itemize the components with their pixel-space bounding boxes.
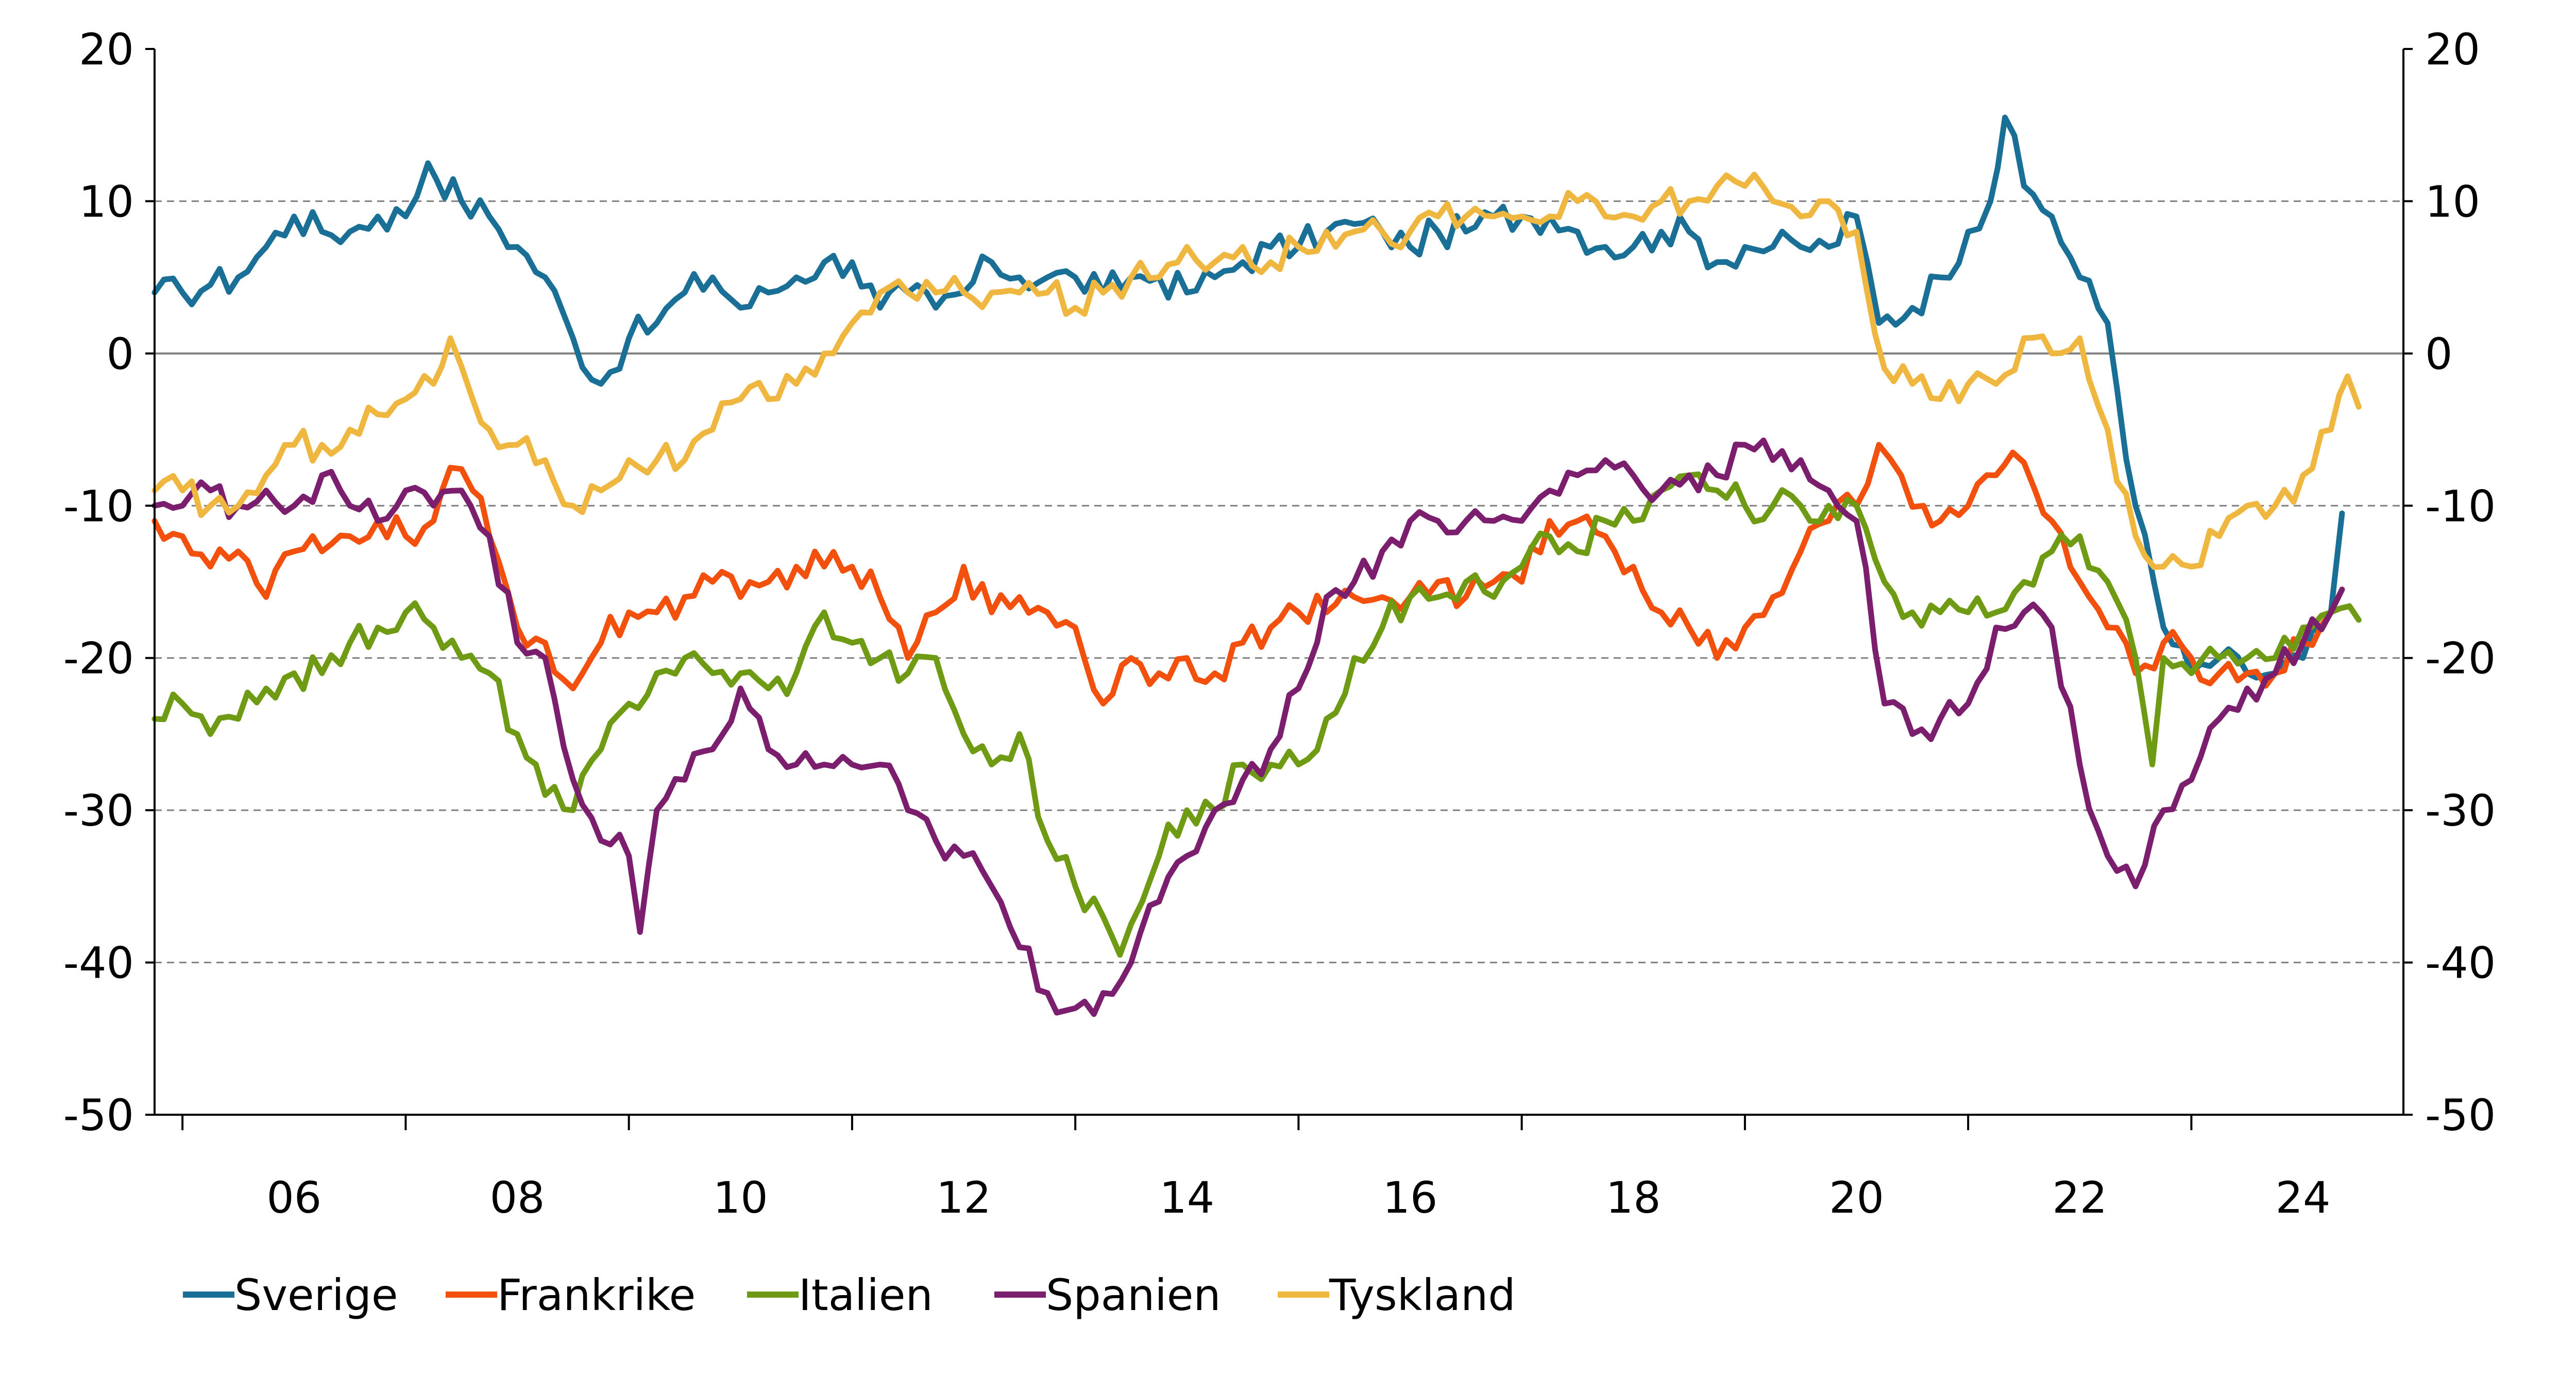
y-tick-label-right: -40 bbox=[2425, 938, 2496, 988]
y-tick-label-left: -20 bbox=[63, 633, 134, 684]
y-tick-label-right: -30 bbox=[2425, 785, 2496, 836]
y-tick-label-left: 0 bbox=[107, 329, 134, 379]
x-tick-label: 24 bbox=[2276, 1172, 2331, 1223]
legend: Sverige Frankrike Italien Spanien Tyskland bbox=[183, 1270, 1516, 1320]
x-tick-label: 12 bbox=[936, 1172, 991, 1223]
tick-labels: 20 20 10 10 0 0 -10 -10 -20 -20 -30 -30 -40 -40 -50 -50… bbox=[63, 24, 2496, 1223]
legend-label-tyskland: Tyskland bbox=[1329, 1270, 1516, 1320]
x-tick-label: 22 bbox=[2052, 1172, 2107, 1223]
y-tick-label-left: 10 bbox=[79, 176, 134, 227]
gridlines bbox=[155, 200, 2403, 964]
y-tick-label-left: -10 bbox=[63, 481, 134, 531]
series-line-italien bbox=[151, 471, 2362, 958]
y-tick-label-right: -20 bbox=[2425, 633, 2496, 684]
series-line-sverige bbox=[151, 114, 2345, 681]
legend-label-frankrike: Frankrike bbox=[497, 1270, 696, 1320]
series-lines bbox=[151, 114, 2362, 1017]
y-tick-label-right: -50 bbox=[2425, 1090, 2496, 1141]
x-tick-label: 18 bbox=[1606, 1172, 1661, 1223]
legend-label-italien: Italien bbox=[799, 1270, 933, 1320]
y-tick-label-right: 10 bbox=[2425, 176, 2480, 227]
axes bbox=[145, 48, 2413, 1130]
series-line-spanien bbox=[151, 438, 2345, 1017]
series-line-frankrike bbox=[151, 442, 2345, 707]
y-tick-label-right: -10 bbox=[2425, 481, 2496, 531]
x-tick-label: 20 bbox=[1829, 1172, 1884, 1223]
legend-label-spanien: Spanien bbox=[1046, 1270, 1221, 1320]
y-tick-label-right: 0 bbox=[2425, 329, 2452, 379]
y-tick-label-right: 20 bbox=[2425, 24, 2480, 75]
x-tick-label: 14 bbox=[1159, 1172, 1214, 1223]
x-tick-label: 06 bbox=[266, 1172, 321, 1223]
legend-label-sverige: Sverige bbox=[234, 1270, 398, 1320]
x-tick-label: 08 bbox=[490, 1172, 545, 1223]
y-tick-label-left: -30 bbox=[63, 785, 134, 836]
y-tick-label-left: -50 bbox=[63, 1090, 134, 1141]
y-tick-label-left: 20 bbox=[79, 24, 134, 75]
x-tick-label: 16 bbox=[1383, 1172, 1438, 1223]
x-tick-label: 10 bbox=[713, 1172, 768, 1223]
y-tick-label-left: -40 bbox=[63, 938, 134, 988]
series-line-tyskland bbox=[151, 172, 2362, 570]
